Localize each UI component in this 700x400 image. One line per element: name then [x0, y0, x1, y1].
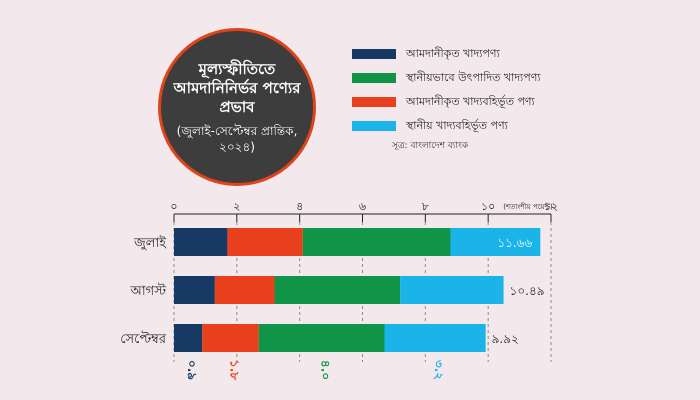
- bar-segment: [384, 324, 486, 352]
- bar-segment: [214, 276, 275, 304]
- segment-value-label: ৪.০: [319, 360, 333, 380]
- bar-segment: [302, 228, 451, 256]
- bar-segment: [400, 276, 504, 304]
- bar-segment: [227, 228, 303, 256]
- segment-value-label: ৩.২: [432, 360, 446, 380]
- x-tick-label: ৬: [359, 200, 366, 213]
- legend: আমদানীকৃত খাদ্যপণ্য স্থানীয়ভাবে উৎপাদিত…: [352, 42, 541, 138]
- x-tick-label: ৪: [296, 200, 303, 213]
- x-tick-label: ০: [170, 200, 177, 213]
- x-axis-unit-label: (শতাংশীয় পয়েন্ট): [503, 202, 553, 211]
- total-value-label: ৯.৯২: [492, 332, 519, 346]
- title-badge: মূল্যস্ফীতিতে আমদানিনির্ভর পণ্যের প্রভাব…: [158, 28, 316, 186]
- bar-segment: [450, 228, 541, 256]
- segment-value-label: ০.৯: [185, 360, 199, 380]
- legend-label: স্থানীয় খাদ্যবহির্ভূত পণ্য: [406, 118, 508, 132]
- legend-item-imported-food: আমদানীকৃত খাদ্যপণ্য: [352, 42, 541, 66]
- legend-label: আমদানীকৃত খাদ্যবহির্ভূত পণ্য: [406, 94, 535, 108]
- x-tick-label: ২: [233, 200, 240, 213]
- bar-segment: [202, 324, 259, 352]
- legend-swatch: [352, 97, 396, 107]
- chart-subtitle: (জুলাই-সেপ্টেম্বর প্রান্তিক, ২০২৪): [176, 123, 298, 154]
- x-tick-label: ৮: [422, 200, 429, 213]
- legend-label: স্থানীয়ভাবে উৎপাদিত খাদ্যপণ্য: [406, 70, 541, 84]
- legend-item-local-nonfood: স্থানীয় খাদ্যবহির্ভূত পণ্য: [352, 114, 541, 138]
- category-label: জুলাই: [133, 235, 167, 251]
- x-tick-label: ১২: [544, 200, 558, 213]
- source-note: সূত্র: বাংলাদেশ ব্যাংক: [392, 141, 469, 151]
- total-value-label: ১০.৪৯: [510, 284, 545, 298]
- category-label: সেপ্টেম্বর: [120, 331, 167, 347]
- legend-swatch: [352, 73, 396, 83]
- bar-segment: [258, 324, 385, 352]
- segment-value-label: ১.৮: [228, 360, 242, 380]
- category-label: আগস্ট: [130, 283, 167, 299]
- chart-title: মূল্যস্ফীতিতে আমদানিনির্ভর পণ্যের প্রভাব: [173, 59, 301, 116]
- legend-label: আমদানীকৃত খাদ্যপণ্য: [406, 46, 500, 60]
- legend-swatch: [352, 121, 396, 131]
- total-value-label: ১১.৬৬: [497, 236, 532, 250]
- legend-item-local-food: স্থানীয়ভাবে উৎপাদিত খাদ্যপণ্য: [352, 66, 541, 90]
- bar-segment: [174, 276, 215, 304]
- bar-segment: [174, 324, 203, 352]
- bar-segment: [174, 228, 228, 256]
- legend-item-imported-nonfood: আমদানীকৃত খাদ্যবহির্ভূত পণ্য: [352, 90, 541, 114]
- legend-swatch: [352, 49, 396, 59]
- bar-segment: [274, 276, 401, 304]
- x-tick-label: ১০: [481, 200, 495, 213]
